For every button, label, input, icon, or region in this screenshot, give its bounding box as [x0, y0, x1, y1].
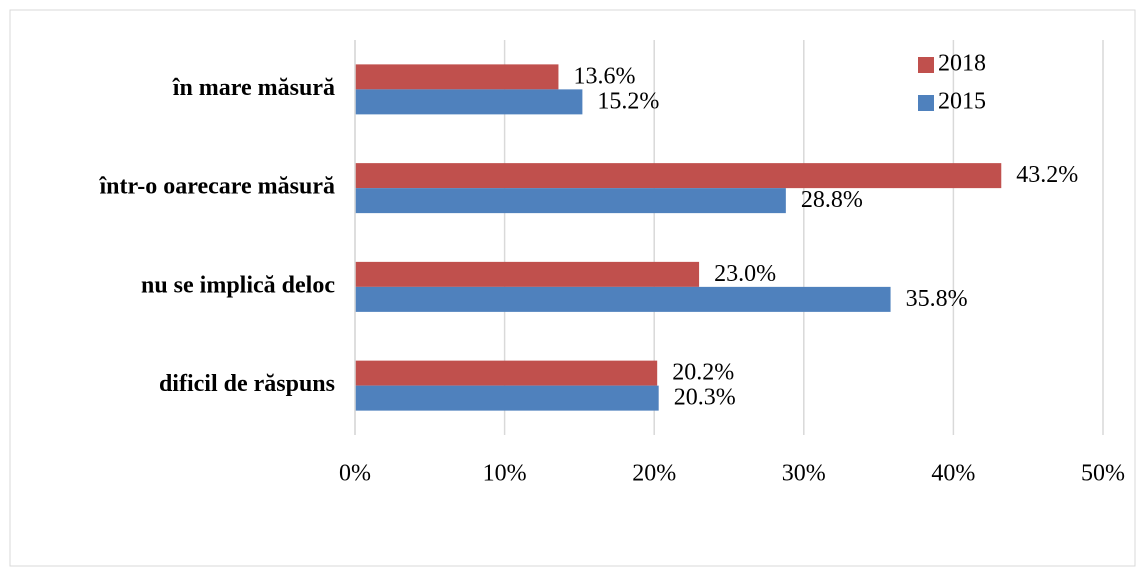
- data-label: 13.6%: [573, 63, 635, 89]
- data-label: 20.3%: [674, 385, 736, 411]
- legend-swatch: [918, 57, 934, 73]
- bar: [355, 188, 786, 214]
- data-label: 20.2%: [672, 360, 734, 386]
- data-label: 23.0%: [714, 261, 776, 287]
- data-label: 15.2%: [597, 88, 659, 114]
- x-tick-label: 0%: [339, 461, 371, 487]
- bar: [355, 89, 583, 115]
- category-label: nu se implică deloc: [141, 272, 335, 298]
- category-label: dificil de răspuns: [159, 371, 335, 397]
- legend-label: 2015: [938, 89, 986, 115]
- x-tick-label: 20%: [632, 461, 676, 487]
- bar: [355, 261, 700, 287]
- bar: [355, 360, 658, 386]
- x-tick-label: 10%: [483, 461, 527, 487]
- bar: [355, 286, 891, 312]
- data-label: 35.8%: [906, 286, 968, 312]
- x-tick-label: 30%: [782, 461, 826, 487]
- category-label: într-o oarecare măsură: [99, 174, 336, 200]
- bar: [355, 163, 1002, 189]
- legend-swatch: [918, 95, 934, 111]
- bar: [355, 385, 659, 411]
- data-label: 43.2%: [1016, 162, 1078, 188]
- x-tick-label: 40%: [931, 461, 975, 487]
- legend-label: 2018: [938, 51, 986, 77]
- x-tick-label: 50%: [1081, 461, 1125, 487]
- bar: [355, 64, 559, 90]
- category-label: în mare măsură: [172, 75, 335, 101]
- data-label: 28.8%: [801, 187, 863, 213]
